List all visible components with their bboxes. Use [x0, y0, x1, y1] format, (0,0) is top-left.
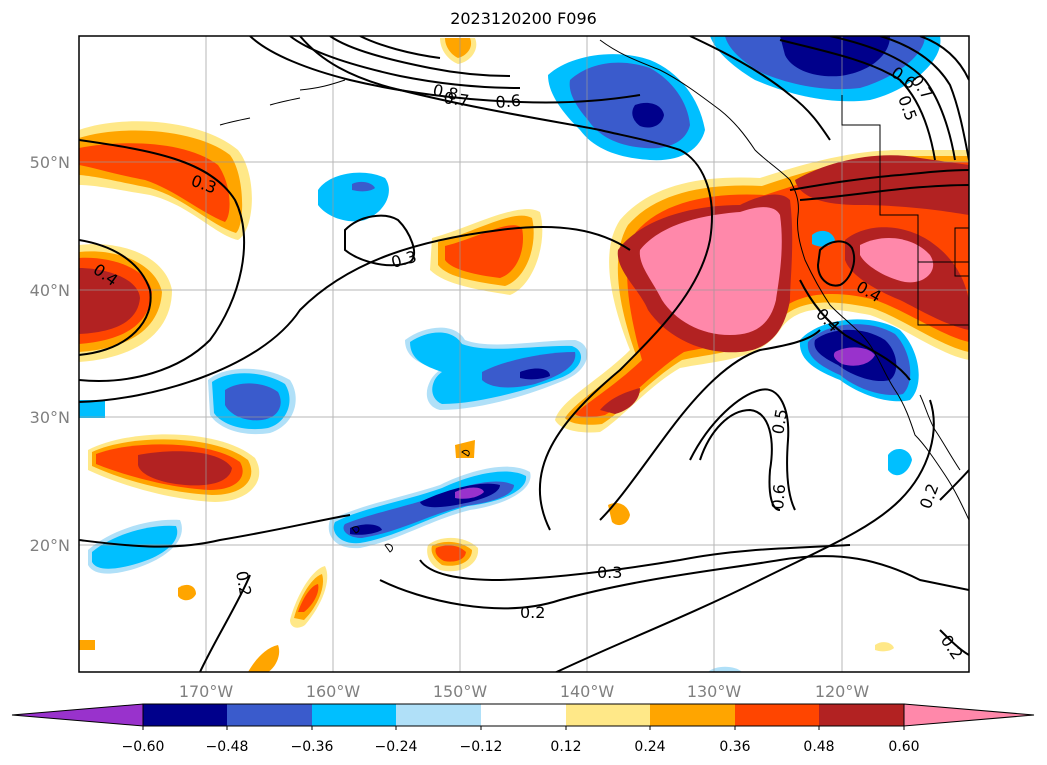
- colorbar-label: 0.24: [634, 739, 665, 755]
- colorbar-label: −0.60: [122, 739, 165, 755]
- coastlines: [219, 39, 969, 553]
- gridlines: [79, 36, 969, 672]
- colorbar-segments: [11, 703, 1035, 727]
- lat-label-50n: 50°N: [30, 153, 70, 172]
- colorbar-segment: [566, 704, 650, 726]
- colorbar-segment: [650, 704, 735, 726]
- colorbar-segment: [819, 704, 904, 726]
- colorbar-segment: [735, 704, 819, 726]
- lon-label-120w: 120°W: [815, 682, 870, 701]
- colorbar-label: −0.48: [206, 739, 249, 755]
- longitude-labels: 170°W 160°W 150°W 140°W 130°W 120°W: [179, 682, 870, 701]
- positive-anomaly-regions: [79, 38, 969, 672]
- contour-label: 0.2: [520, 603, 545, 622]
- contour-label: 0.6: [495, 91, 522, 112]
- colorbar-outline: [142, 703, 905, 727]
- lat-label-30n: 30°N: [30, 408, 70, 427]
- colorbar-labels: −0.60 −0.48 −0.36 −0.24 −0.12 0.12 0.24 …: [122, 739, 920, 755]
- contour-label: 0.5: [768, 407, 791, 435]
- colorbar-segment: [481, 704, 566, 726]
- contour-lines: [79, 36, 969, 672]
- lon-label-170w: 170°W: [179, 682, 234, 701]
- colorbar-label: −0.36: [291, 739, 334, 755]
- contour-label: 0.6: [768, 483, 789, 510]
- lon-label-160w: 160°W: [306, 682, 361, 701]
- colorbar-extend-max: [903, 703, 1035, 727]
- colorbar-segment: [312, 704, 396, 726]
- contour-label: 0.2: [232, 569, 255, 597]
- plot-title: 2023120200 F096: [450, 9, 597, 28]
- latitude-labels: 50°N 40°N 30°N 20°N: [30, 153, 70, 555]
- contour-label: 0.7: [442, 88, 470, 110]
- colorbar-label: 0.48: [803, 739, 834, 755]
- colorbar-ticks: [142, 726, 905, 730]
- colorbar: −0.60 −0.48 −0.36 −0.24 −0.12 0.12 0.24 …: [11, 703, 1035, 755]
- contour-label: 0.8: [431, 80, 460, 104]
- lat-label-20n: 20°N: [30, 536, 70, 555]
- colorbar-label: 0.60: [888, 739, 919, 755]
- colorbar-segment: [396, 704, 481, 726]
- colorbar-label: 0.36: [719, 739, 750, 755]
- colorbar-label: −0.12: [460, 739, 503, 755]
- lon-label-130w: 130°W: [687, 682, 742, 701]
- lat-label-40n: 40°N: [30, 281, 70, 300]
- lon-label-150w: 150°W: [433, 682, 488, 701]
- colorbar-label: −0.24: [375, 739, 418, 755]
- contour-label: 0.3: [597, 563, 622, 582]
- colorbar-label: 0.12: [550, 739, 581, 755]
- colorbar-extend-min: [11, 703, 144, 727]
- map-frame: [78, 35, 970, 673]
- colorbar-segment: [227, 704, 312, 726]
- lon-label-140w: 140°W: [560, 682, 615, 701]
- colorbar-segment: [143, 704, 227, 726]
